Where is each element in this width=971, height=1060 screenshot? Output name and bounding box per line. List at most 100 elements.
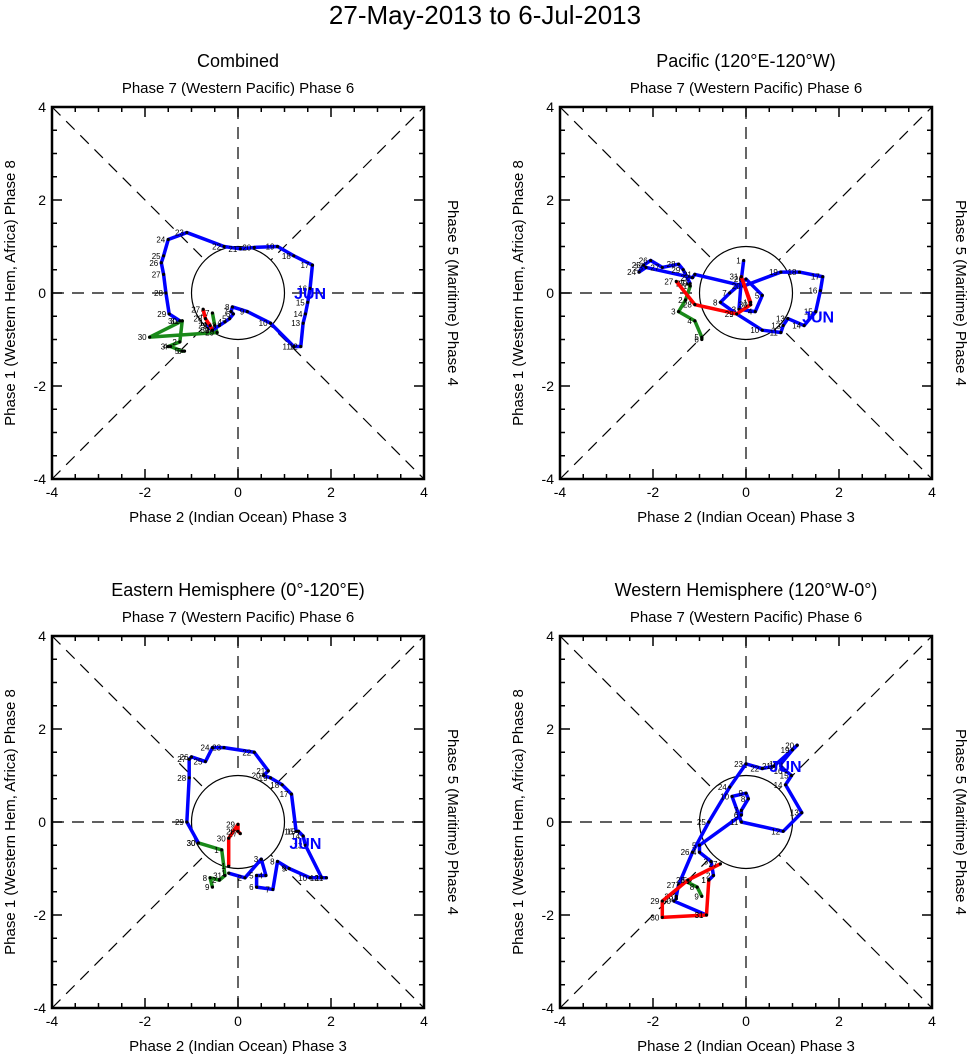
data-point <box>660 265 664 270</box>
day-label: 1 <box>701 876 706 885</box>
day-label: 10 <box>720 792 729 801</box>
top-phase-label: Phase 7 (Western Pacific) Phase 6 <box>630 609 862 626</box>
data-point <box>292 254 296 258</box>
data-point <box>220 848 224 852</box>
day-label: 17 <box>811 273 820 282</box>
x-tick-label: -2 <box>647 484 660 500</box>
y-tick-label: -2 <box>34 378 47 394</box>
data-point <box>301 321 305 325</box>
day-label: 21 <box>256 767 265 776</box>
x-tick-label: -4 <box>46 1013 59 1029</box>
day-label: 30 <box>739 301 748 310</box>
day-label: 23 <box>734 760 743 769</box>
y-tick-label: 4 <box>38 628 46 644</box>
day-label: 28 <box>177 774 186 783</box>
day-label: 15 <box>804 308 813 317</box>
data-point <box>821 275 825 279</box>
day-label: 8 <box>225 303 230 312</box>
data-point <box>294 829 298 833</box>
day-label: 7 <box>224 308 229 317</box>
data-point <box>728 785 732 789</box>
day-label: 23 <box>634 263 643 272</box>
panel-2: Eastern Hemisphere (0°-120°E) Phase 7 (We… <box>2 580 461 1055</box>
day-label: 27 <box>228 830 237 839</box>
day-label: 25 <box>194 758 203 767</box>
day-label: 25 <box>632 261 641 270</box>
data-point <box>203 759 208 764</box>
day-label: 1 <box>743 298 748 307</box>
day-label: 27 <box>650 263 659 272</box>
data-point <box>210 746 215 750</box>
data-point <box>637 270 641 274</box>
data-point <box>814 310 818 314</box>
day-label: 22 <box>750 765 759 774</box>
day-label: 9 <box>694 892 699 901</box>
data-point <box>676 262 681 266</box>
data-point <box>287 866 291 871</box>
data-point <box>704 913 709 917</box>
data-point <box>779 330 783 335</box>
data-point <box>760 293 764 297</box>
data-point <box>227 871 231 875</box>
data-point <box>261 773 266 778</box>
data-point <box>753 310 757 314</box>
day-label: 6 <box>177 347 182 356</box>
day-label: 2 <box>238 874 243 883</box>
data-point <box>711 873 716 878</box>
data-point <box>308 286 312 290</box>
day-label: 18 <box>788 268 797 277</box>
data-point <box>292 344 296 349</box>
day-label: 2 <box>734 275 739 284</box>
data-point <box>164 291 168 295</box>
y-tick-label: -2 <box>542 378 555 394</box>
y-axis-label-left: Phase 1 (Western Hem, Africa) Phase 8 <box>2 689 19 955</box>
day-label: 8 <box>270 858 275 867</box>
top-phase-label: Phase 7 (Western Pacific) Phase 6 <box>122 609 354 626</box>
series-line-may <box>676 282 704 340</box>
data-point <box>180 319 184 323</box>
data-point <box>681 268 685 272</box>
data-point <box>700 335 704 339</box>
y-tick-label: 2 <box>38 192 46 208</box>
day-label: 14 <box>291 832 300 841</box>
data-point <box>215 330 219 335</box>
data-point <box>772 764 776 768</box>
x-tick-label: -4 <box>554 1013 567 1029</box>
day-label: 19 <box>781 746 790 755</box>
data-point <box>223 873 227 878</box>
day-label: 5 <box>249 871 254 880</box>
day-label: 22 <box>681 274 690 283</box>
data-point <box>693 319 697 323</box>
data-point <box>742 258 746 263</box>
data-point <box>760 328 764 332</box>
day-label: 26 <box>180 753 189 762</box>
data-point <box>187 757 191 761</box>
data-point <box>690 276 695 280</box>
x-tick-label: 0 <box>742 1013 750 1029</box>
y-tick-label: 4 <box>546 99 554 115</box>
day-label: 27 <box>152 270 161 279</box>
data-point <box>268 321 273 325</box>
data-point <box>271 887 275 892</box>
data-point <box>700 894 704 899</box>
data-point <box>275 244 280 249</box>
y-tick-label: 0 <box>546 285 554 301</box>
data-point <box>739 275 743 279</box>
data-point <box>208 876 212 880</box>
day-label: 15 <box>780 772 789 781</box>
day-label: 12 <box>771 827 780 836</box>
day-label: 10 <box>259 319 268 328</box>
day-label: 28 <box>667 260 676 269</box>
day-label: 1 <box>736 256 741 265</box>
day-label: 27 <box>177 755 186 764</box>
series-line-jul <box>201 308 214 331</box>
x-axis-label: Phase 2 (Indian Ocean) Phase 3 <box>129 509 347 526</box>
day-label: 29 <box>725 310 734 319</box>
y-axis-label-right: Phase 5 (Maritime) Phase 4 <box>444 729 461 915</box>
data-point <box>693 303 697 307</box>
data-point <box>208 323 212 328</box>
data-point <box>217 323 221 328</box>
y-axis-label-right: Phase 5 (Maritime) Phase 4 <box>952 729 969 915</box>
day-label: 4 <box>218 318 223 327</box>
day-label: 16 <box>774 767 783 776</box>
